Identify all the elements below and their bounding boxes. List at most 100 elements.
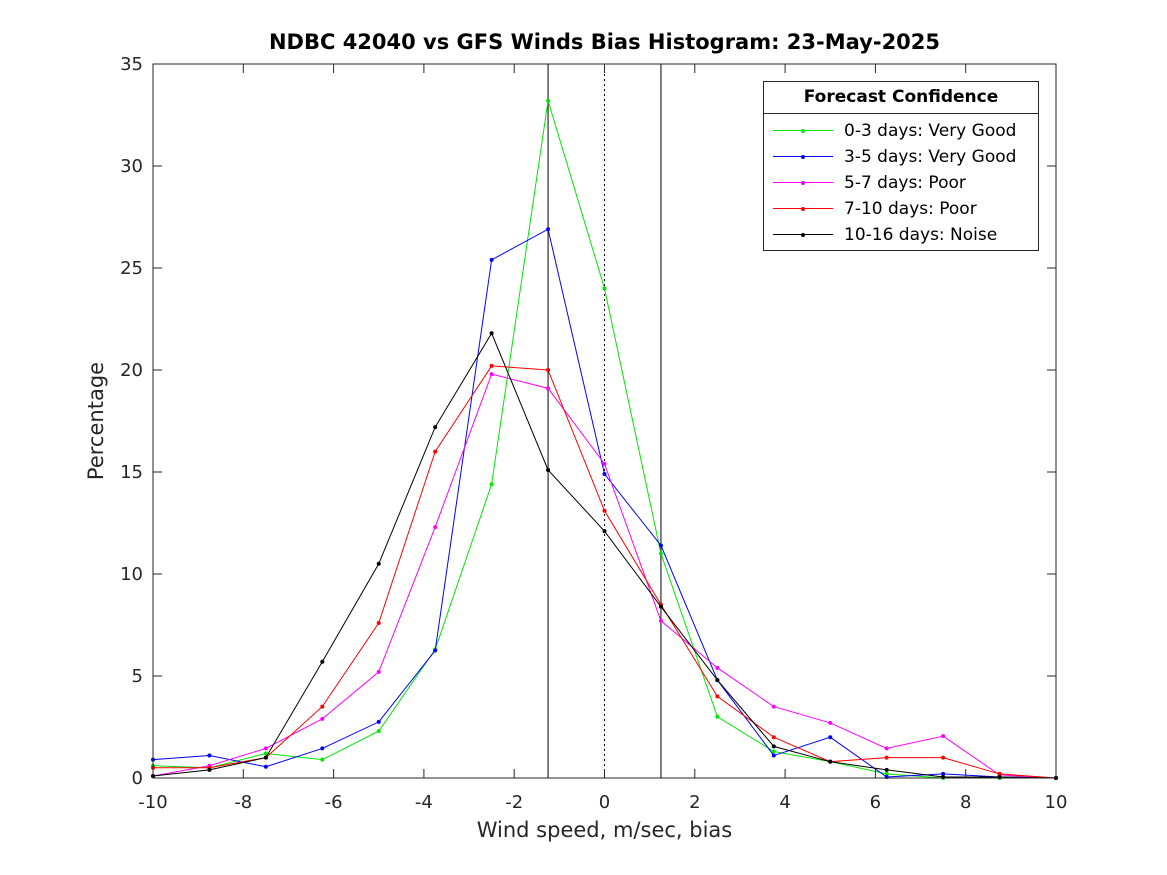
legend-entry: 5-7 days: Poor bbox=[764, 170, 1038, 196]
data-point bbox=[489, 257, 494, 262]
data-point bbox=[602, 508, 607, 513]
data-point bbox=[884, 755, 889, 760]
legend-label: 10-16 days: Noise bbox=[844, 225, 998, 245]
x-tick-label: 10 bbox=[1045, 792, 1068, 813]
legend-entry: 0-3 days: Very Good bbox=[764, 118, 1038, 144]
data-point bbox=[771, 749, 776, 754]
y-tick-label: 25 bbox=[120, 258, 143, 279]
y-tick-label: 20 bbox=[120, 360, 143, 381]
data-point bbox=[207, 753, 212, 758]
axes: -10 -8 -6 -4 -2 0 2 4 6 8 10 0 5 10 15 20 25 30 35 bbox=[120, 54, 1067, 813]
x-tick-label: 6 bbox=[870, 792, 881, 813]
x-tick-label: 0 bbox=[599, 792, 610, 813]
data-point bbox=[941, 734, 946, 739]
data-point bbox=[546, 98, 551, 103]
x-tick-label: 8 bbox=[960, 792, 971, 813]
data-point bbox=[489, 363, 494, 368]
y-axis-label: Percentage bbox=[84, 361, 108, 481]
data-point bbox=[771, 704, 776, 709]
legend-entry: 10-16 days: Noise bbox=[764, 222, 1038, 248]
data-point bbox=[884, 767, 889, 772]
x-tick-label: -8 bbox=[234, 792, 252, 813]
legend-label: 3-5 days: Very Good bbox=[844, 147, 1017, 167]
legend-entry: 7-10 days: Poor bbox=[764, 196, 1038, 222]
data-point bbox=[715, 694, 720, 699]
x-tick-label: 2 bbox=[689, 792, 700, 813]
data-point bbox=[263, 764, 268, 769]
legend: Forecast Confidence 0-3 days: Very Good 3… bbox=[763, 81, 1039, 251]
data-point bbox=[715, 714, 720, 719]
legend-label: 5-7 days: Poor bbox=[844, 173, 966, 193]
series-3 bbox=[151, 372, 1058, 780]
data-point bbox=[320, 757, 325, 762]
data-point bbox=[602, 286, 607, 291]
data-point bbox=[489, 331, 494, 336]
y-tick-label: 15 bbox=[120, 462, 143, 483]
data-point bbox=[489, 482, 494, 487]
data-point bbox=[320, 704, 325, 709]
data-point bbox=[828, 759, 833, 764]
x-tick-label: -10 bbox=[138, 792, 167, 813]
chart-title: NDBC 42040 vs GFS Winds Bias Histogram: … bbox=[268, 30, 941, 54]
data-point bbox=[941, 771, 946, 776]
data-point bbox=[771, 753, 776, 758]
data-point bbox=[546, 386, 551, 391]
data-point bbox=[546, 368, 551, 372]
legend-entry: 3-5 days: Very Good bbox=[764, 144, 1038, 170]
data-point bbox=[658, 618, 663, 623]
series-2 bbox=[151, 227, 1058, 780]
data-point bbox=[376, 719, 381, 724]
x-axis-label: Wind speed, m/sec, bias bbox=[476, 818, 733, 842]
data-point bbox=[207, 767, 212, 772]
data-point bbox=[433, 648, 438, 653]
x-tick-label: 4 bbox=[779, 792, 790, 813]
data-point bbox=[433, 449, 438, 454]
data-point bbox=[658, 551, 663, 556]
x-tick-label: -4 bbox=[415, 792, 433, 813]
data-point bbox=[602, 529, 607, 534]
data-point bbox=[320, 659, 325, 664]
legend-label: 0-3 days: Very Good bbox=[844, 121, 1017, 141]
x-tick-label: -2 bbox=[505, 792, 523, 813]
legend-swatch-marker bbox=[801, 233, 805, 237]
data-point bbox=[828, 735, 833, 740]
data-point bbox=[771, 744, 776, 749]
data-point bbox=[771, 735, 776, 740]
data-point bbox=[376, 669, 381, 674]
legend-swatch-marker bbox=[801, 155, 805, 159]
y-tick-label: 35 bbox=[120, 54, 143, 75]
data-point bbox=[263, 746, 268, 751]
legend-swatch-marker bbox=[801, 181, 805, 185]
legend-title: Forecast Confidence bbox=[764, 82, 1038, 114]
data-point bbox=[320, 716, 325, 721]
y-tick-label: 5 bbox=[132, 666, 143, 687]
data-point bbox=[489, 372, 494, 377]
data-point bbox=[997, 771, 1002, 776]
data-point bbox=[658, 604, 663, 609]
data-point bbox=[602, 461, 607, 466]
y-tick-label: 0 bbox=[132, 768, 143, 789]
data-point bbox=[941, 755, 946, 760]
data-point bbox=[884, 771, 889, 776]
legend-label: 7-10 days: Poor bbox=[844, 199, 977, 219]
data-point bbox=[376, 561, 381, 566]
data-point bbox=[658, 543, 663, 548]
legend-swatch-marker bbox=[801, 129, 805, 133]
data-point bbox=[263, 755, 268, 760]
data-point bbox=[715, 678, 720, 683]
x-tick-label: -6 bbox=[325, 792, 343, 813]
data-point bbox=[433, 525, 438, 530]
data-point bbox=[433, 425, 438, 430]
data-point bbox=[546, 467, 551, 472]
data-point bbox=[828, 720, 833, 725]
data-point bbox=[376, 620, 381, 625]
legend-swatch-marker bbox=[801, 207, 805, 211]
data-point bbox=[376, 729, 381, 734]
reference-lines bbox=[547, 64, 662, 778]
data-point bbox=[884, 746, 889, 751]
y-tick-label: 10 bbox=[120, 564, 143, 585]
data-point bbox=[602, 472, 607, 477]
series-1 bbox=[151, 98, 1058, 780]
data-point bbox=[715, 665, 720, 670]
data-point bbox=[263, 751, 268, 756]
